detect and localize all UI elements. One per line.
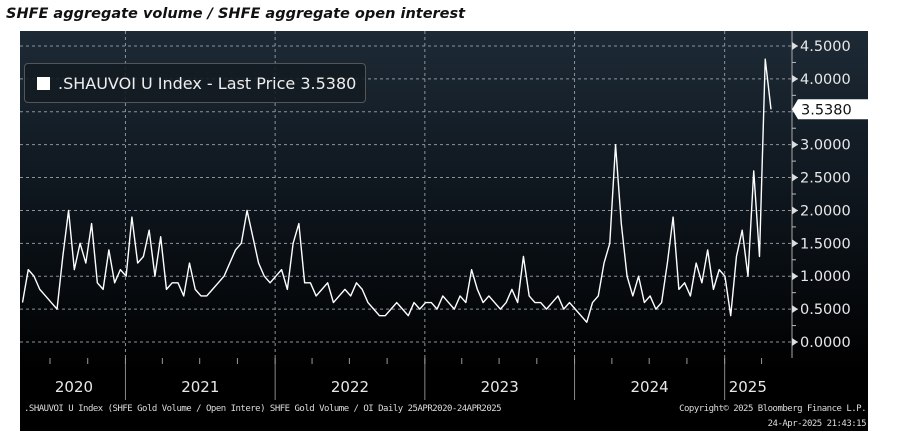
y-tick-arrow	[792, 272, 798, 281]
x-tick-label: 2025	[729, 378, 767, 396]
last-price-marker	[792, 99, 868, 120]
footer-description: .SHAUVOI U Index (SHFE Gold Volume / Ope…	[24, 404, 502, 414]
y-tick-label: 0.0000	[800, 335, 851, 351]
y-tick-label: 2.0000	[800, 203, 851, 219]
y-tick-label: 2.5000	[800, 171, 851, 187]
y-tick-arrow	[792, 239, 798, 248]
y-tick-arrow	[792, 338, 798, 346]
y-tick-arrow	[792, 206, 798, 215]
y-tick-arrow	[792, 140, 798, 149]
y-tick-label: 4.5000	[800, 39, 851, 55]
footer-timestamp: 24-Apr-2025 21:43:15	[767, 419, 867, 429]
y-tick-arrow	[792, 42, 798, 50]
x-tick-label: 2024	[631, 378, 669, 396]
x-tick-label: 2022	[331, 378, 369, 396]
x-tick-label: 2020	[55, 378, 93, 396]
x-tick-label: 2023	[481, 378, 519, 396]
y-tick-arrow	[792, 173, 798, 182]
legend-label: .SHAUVOI U Index - Last Price 3.5380	[58, 73, 357, 93]
series-line	[21, 58, 772, 323]
y-tick-label: 1.5000	[800, 236, 851, 252]
y-tick-label: 0.5000	[800, 302, 851, 318]
y-tick-arrow	[792, 74, 798, 83]
legend-swatch	[37, 76, 50, 90]
x-tick-label: 2021	[181, 378, 219, 396]
y-tick-label: 3.0000	[800, 138, 851, 154]
y-tick-arrow	[792, 305, 798, 314]
legend: .SHAUVOI U Index - Last Price 3.5380	[24, 63, 366, 103]
chart-title: SHFE aggregate volume / SHFE aggregate o…	[6, 6, 466, 22]
y-tick-label: 4.0000	[800, 72, 851, 88]
last-price-label: 3.5380	[801, 102, 852, 118]
y-tick-label: 1.0000	[800, 269, 851, 285]
footer-copyright: Copyright© 2025 Bloomberg Finance L.P.	[679, 404, 866, 414]
